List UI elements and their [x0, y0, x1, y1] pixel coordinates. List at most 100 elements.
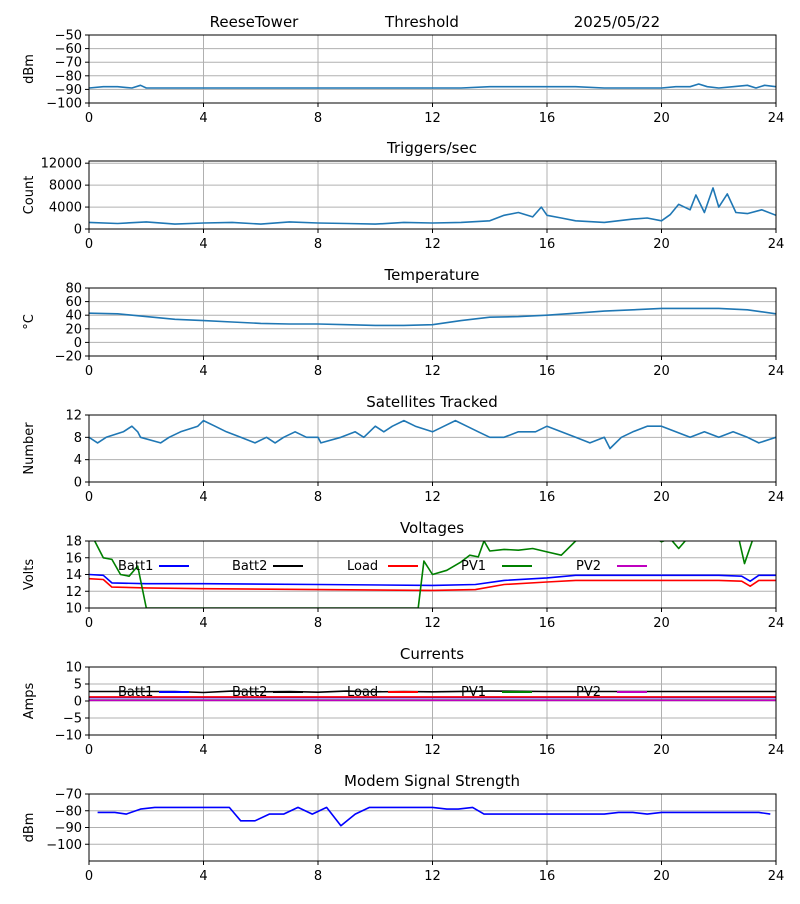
y-tick-label: 0 — [74, 695, 82, 710]
y-axis-label: Amps — [22, 682, 37, 719]
y-tick-label: 10 — [65, 661, 82, 676]
legend-label: Batt1 — [118, 685, 153, 700]
plot-area — [89, 419, 776, 450]
y-tick-label: −80 — [55, 69, 82, 84]
y-tick-label: 8000 — [49, 179, 82, 194]
legend-label: PV1 — [461, 559, 486, 574]
x-tick-label: 8 — [314, 743, 322, 758]
series-line-load — [89, 577, 776, 592]
x-tick-label: 4 — [199, 111, 207, 126]
x-tick-label: 4 — [199, 743, 207, 758]
x-tick-label: 16 — [539, 237, 556, 252]
y-tick-label: −50 — [55, 29, 82, 44]
x-tick-label: 16 — [539, 111, 556, 126]
y-tick-label: 60 — [65, 295, 82, 310]
panel-2: 0 4 8 12 16 20 24 0 4000 8000 12000 Triggers/sec Cou… — [22, 139, 784, 252]
y-tick-label: 14 — [65, 568, 82, 583]
y-tick-label: −80 — [55, 804, 82, 819]
x-tick-label: 20 — [653, 616, 670, 631]
x-tick-label: 20 — [653, 111, 670, 126]
x-tick-label: 24 — [768, 616, 785, 631]
y-tick-label: 12000 — [41, 157, 82, 172]
x-tick-label: 16 — [539, 616, 556, 631]
series-line — [89, 187, 776, 225]
y-axis-label: Volts — [22, 559, 37, 591]
x-tick-label: 4 — [199, 237, 207, 252]
legend-label: Load — [347, 559, 378, 574]
x-tick-label: 20 — [653, 869, 670, 884]
x-tick-label: 20 — [653, 490, 670, 505]
y-tick-label: −5 — [63, 712, 82, 727]
x-tick-label: 8 — [314, 490, 322, 505]
y-tick-label: 0 — [74, 476, 82, 491]
x-tick-label: 12 — [424, 743, 441, 758]
station-name: ReeseTower — [210, 13, 300, 31]
y-axis-label: °C — [22, 314, 37, 330]
legend-label: PV2 — [576, 559, 601, 574]
panel-6: 0 4 8 12 16 20 24 −10 −5 0 5 10 Currents Amps Batt1 Bat… — [22, 645, 784, 758]
series-line — [89, 307, 776, 327]
y-tick-label: −20 — [55, 350, 82, 365]
x-tick-label: 12 — [424, 111, 441, 126]
x-tick-label: 12 — [424, 490, 441, 505]
panel-title: Temperature — [383, 266, 479, 284]
legend-label: Batt1 — [118, 559, 153, 574]
x-tick-label: 4 — [199, 364, 207, 379]
x-tick-label: 24 — [768, 111, 785, 126]
panel-1: 0 4 8 12 16 20 24 −100−90−80−70−60−50 Threshold d… — [22, 13, 784, 126]
plot-area — [89, 541, 776, 608]
y-tick-label: −60 — [55, 42, 82, 57]
y-tick-label: 10 — [65, 602, 82, 617]
y-tick-label: 40 — [65, 309, 82, 324]
y-tick-label: 80 — [65, 282, 82, 297]
x-tick-label: 16 — [539, 869, 556, 884]
y-axis-label: dBm — [22, 54, 37, 84]
panel-title: Satellites Tracked — [366, 393, 497, 411]
x-tick-label: 24 — [768, 237, 785, 252]
x-tick-label: 0 — [85, 111, 93, 126]
x-tick-label: 20 — [653, 237, 670, 252]
x-tick-label: 16 — [539, 743, 556, 758]
y-tick-label: 12 — [65, 585, 82, 600]
plot-area — [89, 83, 776, 89]
legend-label: Load — [347, 685, 378, 700]
x-tick-label: 16 — [539, 364, 556, 379]
legend-label: PV1 — [461, 685, 486, 700]
x-tick-label: 0 — [85, 490, 93, 505]
report-date: 2025/05/22 — [574, 13, 660, 31]
x-tick-label: 20 — [653, 364, 670, 379]
legend-label: PV2 — [576, 685, 601, 700]
y-tick-label: 18 — [65, 535, 82, 550]
x-tick-label: 0 — [85, 616, 93, 631]
x-tick-label: 12 — [424, 237, 441, 252]
x-tick-label: 0 — [85, 364, 93, 379]
plot-area — [89, 307, 776, 327]
x-tick-label: 8 — [314, 111, 322, 126]
x-tick-label: 12 — [424, 364, 441, 379]
panel-title: Triggers/sec — [386, 139, 477, 157]
x-tick-label: 0 — [85, 237, 93, 252]
plot-area — [97, 806, 771, 827]
y-tick-label: −90 — [55, 821, 82, 836]
y-tick-label: 4 — [74, 453, 82, 468]
x-tick-label: 4 — [199, 869, 207, 884]
x-tick-label: 12 — [424, 616, 441, 631]
x-tick-label: 24 — [768, 743, 785, 758]
panel-title: Currents — [400, 645, 464, 663]
series-line — [89, 83, 776, 89]
plot-area — [89, 187, 776, 225]
y-tick-label: 20 — [65, 322, 82, 337]
plot-area — [89, 690, 776, 702]
panel-title: Voltages — [400, 519, 464, 537]
x-tick-label: 0 — [85, 743, 93, 758]
x-tick-label: 24 — [768, 364, 785, 379]
panel-7: 0 4 8 12 16 20 24 −100 −90 −80−70 Modem Signal Str… — [22, 772, 784, 884]
y-axis-label: Count — [22, 176, 37, 215]
panel-4: 0 4 8 12 16 20 24 0 4 8 12 Satellites Tracked Number — [22, 393, 784, 505]
series-line-batt1 — [89, 573, 776, 587]
series-line-pv1 — [93, 541, 754, 608]
